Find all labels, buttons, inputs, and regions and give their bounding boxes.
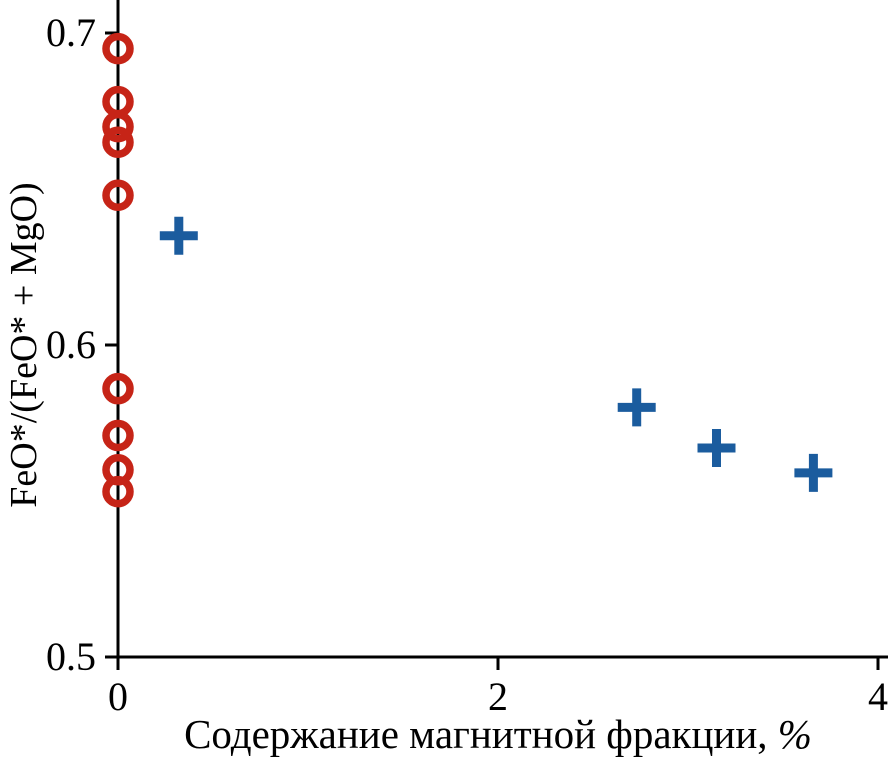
x-axis-title-percent: % bbox=[777, 711, 812, 757]
data-point-open-circle bbox=[102, 419, 134, 452]
data-point-open-circle bbox=[102, 110, 134, 143]
y-axis-tick-label: 0.7 bbox=[46, 10, 96, 55]
y-axis-tick-label: 0.5 bbox=[46, 634, 96, 679]
data-point-open-circle bbox=[102, 179, 134, 211]
data-point-open-circle bbox=[102, 126, 134, 158]
y-axis-title: FeO*/(FeO* + MgO) bbox=[3, 182, 45, 508]
x-axis-title: Содержание магнитной фракции, % bbox=[184, 710, 812, 758]
data-point-open-circle bbox=[102, 32, 134, 65]
data-point-open-circle bbox=[102, 372, 134, 405]
x-axis-title-text: Содержание магнитной фракции, bbox=[184, 711, 778, 757]
x-axis-tick-label: 2 bbox=[488, 674, 508, 719]
data-point-open-circle bbox=[102, 475, 134, 508]
x-axis-tick-label: 0 bbox=[108, 674, 128, 719]
y-axis-tick-label: 0.6 bbox=[46, 322, 96, 367]
x-axis-tick-label: 4 bbox=[868, 674, 888, 719]
